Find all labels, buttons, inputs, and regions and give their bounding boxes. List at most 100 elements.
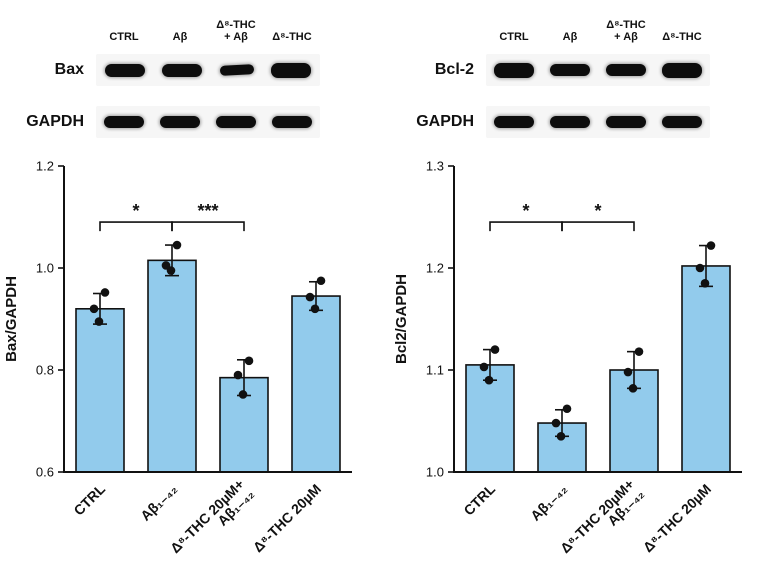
lane-label-line: CTRL xyxy=(109,31,139,44)
panel-bcl2: CTRL Aβ Δ⁸-THC + Aβ Δ⁸-THC Bcl-2 GAPDH xyxy=(390,0,780,587)
blot-lane-label: CTRL xyxy=(96,31,152,44)
y-tick-label: 1.0 xyxy=(36,261,54,276)
x-category-label: Δ⁸-THC 20µM+Aβ₁₋₄₂ xyxy=(557,476,647,566)
blot-lane-label: Δ⁸-THC xyxy=(264,31,320,44)
blot-image xyxy=(486,106,710,138)
y-tick-label: 1.1 xyxy=(426,363,444,378)
bar xyxy=(75,308,125,473)
blot-row: Bcl-2 xyxy=(390,54,780,86)
data-point xyxy=(628,384,638,393)
blot-row-label: GAPDH xyxy=(416,113,474,130)
blot-bax: CTRL Aβ Δ⁸-THC + Aβ Δ⁸-THC Bax GAPDH xyxy=(0,0,390,150)
blot-band xyxy=(550,64,590,76)
x-category-label: Δ⁸-THC 20µM+Aβ₁₋₄₂ xyxy=(167,476,257,566)
x-category-label: Δ⁸-THC 20µM xyxy=(250,481,324,555)
data-point xyxy=(233,370,243,380)
significance-bracket xyxy=(171,221,245,232)
blot-lane-label: Aβ xyxy=(152,31,208,44)
lane-label-line: + Aβ xyxy=(224,31,248,44)
x-category-label: Aβ₁₋₄₂ xyxy=(527,481,570,524)
blot-image xyxy=(486,54,710,86)
x-category-label: Aβ₁₋₄₂ xyxy=(137,481,180,524)
blot-row: GAPDH xyxy=(390,106,780,138)
lane-label-line: Δ⁸-THC xyxy=(272,31,312,44)
data-point xyxy=(634,347,644,356)
data-point xyxy=(94,317,104,326)
y-axis-title: Bcl2/GAPDH xyxy=(393,274,410,364)
blot-lane-label: Δ⁸-THC + Aβ xyxy=(598,19,654,44)
blot-band xyxy=(160,116,200,128)
data-point xyxy=(700,279,710,288)
significance-label: * xyxy=(132,201,139,221)
lane-label-line: Aβ xyxy=(562,31,578,44)
blot-band xyxy=(606,116,646,128)
significance-label: *** xyxy=(197,201,218,221)
blot-band xyxy=(271,62,312,78)
panel-bax: CTRL Aβ Δ⁸-THC + Aβ Δ⁸-THC Bax GAPDH xyxy=(0,0,390,566)
data-point xyxy=(551,418,561,428)
data-point xyxy=(89,304,99,314)
y-tick-label: 1.2 xyxy=(426,261,444,276)
blot-lane-labels: CTRL Aβ Δ⁸-THC + Aβ Δ⁸-THC xyxy=(486,8,710,44)
blot-image xyxy=(96,106,320,138)
blot-band xyxy=(104,63,145,77)
data-point xyxy=(479,362,489,372)
lane-label-line: CTRL xyxy=(499,31,529,44)
data-point xyxy=(305,292,315,302)
blot-row-label: Bax xyxy=(54,61,84,78)
significance-bracket xyxy=(561,221,635,232)
significance-label: * xyxy=(522,201,529,221)
data-point xyxy=(490,345,500,354)
blot-lane-label: Δ⁸-THC xyxy=(654,31,710,44)
lane-label-line: Δ⁸-THC xyxy=(216,18,256,31)
blot-lane-label: Aβ xyxy=(542,31,598,44)
lane-label-line: Δ⁸-THC xyxy=(662,31,702,44)
blot-row-label: GAPDH xyxy=(26,113,84,130)
data-point xyxy=(706,241,716,250)
blot-band xyxy=(216,116,256,128)
blot-row: GAPDH xyxy=(0,106,390,138)
y-axis-title: Bax/GAPDH xyxy=(3,276,20,362)
data-point xyxy=(623,367,633,377)
y-tick-label: 0.6 xyxy=(36,465,54,480)
blot-band xyxy=(104,116,144,128)
bar xyxy=(291,295,341,473)
lane-label-line: Δ⁸-THC xyxy=(606,18,646,31)
x-category-label: CTRL xyxy=(70,480,108,518)
bar xyxy=(147,259,197,473)
lane-label-line: Aβ xyxy=(172,31,188,44)
blot-bcl2: CTRL Aβ Δ⁸-THC + Aβ Δ⁸-THC Bcl-2 GAPDH xyxy=(390,0,780,150)
significance-bracket xyxy=(99,221,173,232)
y-tick-label: 0.8 xyxy=(36,363,54,378)
blot-lane-labels: CTRL Aβ Δ⁸-THC + Aβ Δ⁸-THC xyxy=(96,8,320,44)
data-point xyxy=(244,356,254,366)
blot-band xyxy=(219,64,254,76)
lane-label-line: + Aβ xyxy=(614,31,638,44)
significance-label: * xyxy=(594,201,601,221)
y-tick-label: 1.2 xyxy=(36,159,54,174)
blot-band xyxy=(662,116,702,128)
blot-lane-label: Δ⁸-THC + Aβ xyxy=(208,19,264,44)
data-point xyxy=(695,263,705,273)
y-tick-label: 1.3 xyxy=(426,159,444,174)
blot-band xyxy=(550,116,590,128)
x-category-label: CTRL xyxy=(460,480,498,518)
blot-row: Bax xyxy=(0,54,390,86)
data-point xyxy=(484,375,494,385)
blot-band xyxy=(606,64,646,76)
blot-band xyxy=(494,62,534,78)
significance-bracket xyxy=(489,221,563,232)
x-category-label: Δ⁸-THC 20µM xyxy=(640,481,714,555)
blot-row-label: Bcl-2 xyxy=(434,61,474,78)
blot-image xyxy=(96,54,320,86)
blot-lane-label: CTRL xyxy=(486,31,542,44)
blot-band xyxy=(494,116,534,128)
y-tick-label: 1.0 xyxy=(426,465,444,480)
blot-band xyxy=(272,116,312,128)
data-point xyxy=(238,390,248,399)
data-point xyxy=(172,240,182,250)
data-point xyxy=(310,304,320,314)
data-point xyxy=(161,261,171,270)
